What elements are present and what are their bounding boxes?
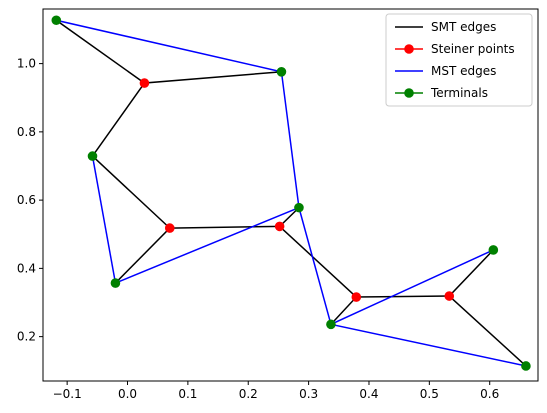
legend: SMT edges Steiner points MST edges Terminal… (385, 13, 533, 107)
terminal-point (521, 361, 531, 371)
y-axis: 0.2 0.4 0.6 0.8 1.0 (17, 57, 43, 344)
mst-edge (280, 70, 300, 209)
x-tick-label: 0.5 (420, 387, 439, 401)
smt-edge (55, 19, 146, 85)
x-tick-label: 0.1 (178, 387, 197, 401)
x-tick-label: 0.0 (118, 387, 137, 401)
x-axis: −0.1 0.0 0.1 0.2 0.3 0.4 0.5 0.6 (53, 381, 499, 401)
smt-edge (114, 227, 171, 285)
y-tick-label: 0.8 (17, 125, 36, 139)
steiner-point (274, 221, 285, 232)
terminal-point (276, 66, 287, 77)
steiner-point (351, 292, 362, 302)
legend-label: Terminals (430, 86, 488, 100)
mst-edge (329, 248, 495, 326)
smt-edge (278, 225, 358, 299)
terminal-point (326, 319, 336, 330)
x-tick-label: 0.4 (359, 387, 378, 401)
mst-edge (91, 155, 117, 284)
legend-label: SMT edges (431, 20, 496, 34)
x-tick-label: 0.2 (239, 387, 258, 401)
smt-edge (355, 295, 451, 298)
mst-edge (330, 323, 527, 367)
mst-edge (114, 206, 300, 285)
terminal-point (110, 278, 121, 288)
smt-edge (329, 295, 358, 326)
legend-swatch-marker (404, 88, 414, 98)
legend-box (385, 13, 533, 107)
y-tick-label: 1.0 (17, 57, 36, 71)
plot-area (51, 15, 531, 371)
terminal-point (294, 202, 304, 213)
mst-edge (298, 206, 332, 326)
mst-edge (55, 19, 283, 73)
x-tick-label: 0.3 (299, 387, 318, 401)
legend-label: MST edges (431, 64, 496, 78)
y-tick-label: 0.2 (17, 330, 36, 344)
x-tick-label: 0.6 (480, 387, 499, 401)
y-tick-label: 0.4 (17, 261, 36, 275)
terminal-point (51, 15, 62, 26)
steiner-point (164, 223, 175, 233)
steiner-point (444, 291, 455, 301)
smt-edge (169, 225, 281, 229)
legend-label: Steiner points (431, 42, 515, 56)
terminal-point (87, 151, 98, 161)
legend-swatch-marker (404, 44, 414, 54)
axes-frame (42, 8, 539, 382)
smt-edge (448, 248, 495, 298)
x-tick-label: −0.1 (53, 387, 82, 401)
smt-edge (143, 70, 283, 84)
y-tick-label: 0.6 (17, 193, 36, 207)
axes-border (42, 8, 539, 382)
smt-edge (91, 155, 171, 230)
steiner-point (139, 78, 150, 88)
terminal-point (488, 245, 499, 255)
smt-edge (448, 294, 527, 368)
smt-edge (91, 82, 146, 158)
